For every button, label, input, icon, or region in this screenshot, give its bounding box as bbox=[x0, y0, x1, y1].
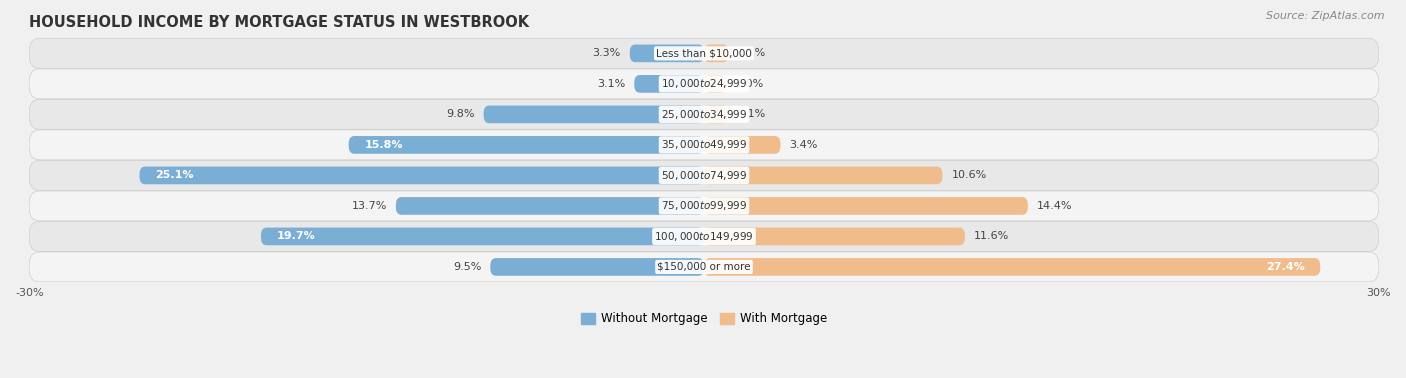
FancyBboxPatch shape bbox=[30, 39, 1379, 68]
FancyBboxPatch shape bbox=[704, 75, 727, 93]
FancyBboxPatch shape bbox=[349, 136, 704, 154]
FancyBboxPatch shape bbox=[704, 197, 1028, 215]
FancyBboxPatch shape bbox=[704, 105, 728, 123]
FancyBboxPatch shape bbox=[30, 99, 1379, 129]
FancyBboxPatch shape bbox=[30, 191, 1379, 221]
FancyBboxPatch shape bbox=[30, 252, 1379, 282]
Text: 3.3%: 3.3% bbox=[592, 48, 621, 58]
FancyBboxPatch shape bbox=[30, 160, 1379, 191]
Text: $10,000 to $24,999: $10,000 to $24,999 bbox=[661, 77, 747, 90]
Text: 1.1%: 1.1% bbox=[738, 109, 766, 119]
Text: $75,000 to $99,999: $75,000 to $99,999 bbox=[661, 200, 747, 212]
FancyBboxPatch shape bbox=[396, 197, 704, 215]
Text: 19.7%: 19.7% bbox=[277, 231, 315, 242]
Text: 25.1%: 25.1% bbox=[155, 170, 194, 180]
Text: 3.4%: 3.4% bbox=[789, 140, 818, 150]
Text: $150,000 or more: $150,000 or more bbox=[657, 262, 751, 272]
Text: $100,000 to $149,999: $100,000 to $149,999 bbox=[654, 230, 754, 243]
Legend: Without Mortgage, With Mortgage: Without Mortgage, With Mortgage bbox=[576, 308, 831, 330]
Text: HOUSEHOLD INCOME BY MORTGAGE STATUS IN WESTBROOK: HOUSEHOLD INCOME BY MORTGAGE STATUS IN W… bbox=[30, 15, 530, 30]
Text: $35,000 to $49,999: $35,000 to $49,999 bbox=[661, 138, 747, 152]
Text: Less than $10,000: Less than $10,000 bbox=[657, 48, 752, 58]
Text: 1.0%: 1.0% bbox=[735, 79, 763, 89]
Text: 9.5%: 9.5% bbox=[453, 262, 481, 272]
Text: $50,000 to $74,999: $50,000 to $74,999 bbox=[661, 169, 747, 182]
FancyBboxPatch shape bbox=[704, 258, 1320, 276]
Text: Source: ZipAtlas.com: Source: ZipAtlas.com bbox=[1267, 11, 1385, 21]
FancyBboxPatch shape bbox=[30, 69, 1379, 99]
FancyBboxPatch shape bbox=[704, 167, 942, 184]
FancyBboxPatch shape bbox=[30, 130, 1379, 160]
Text: 11.6%: 11.6% bbox=[974, 231, 1010, 242]
FancyBboxPatch shape bbox=[491, 258, 704, 276]
FancyBboxPatch shape bbox=[704, 228, 965, 245]
Text: 27.4%: 27.4% bbox=[1265, 262, 1305, 272]
FancyBboxPatch shape bbox=[139, 167, 704, 184]
Text: 9.8%: 9.8% bbox=[446, 109, 475, 119]
FancyBboxPatch shape bbox=[704, 45, 728, 62]
Text: 1.1%: 1.1% bbox=[738, 48, 766, 58]
Text: 13.7%: 13.7% bbox=[352, 201, 387, 211]
FancyBboxPatch shape bbox=[30, 222, 1379, 251]
Text: 10.6%: 10.6% bbox=[952, 170, 987, 180]
FancyBboxPatch shape bbox=[630, 45, 704, 62]
Text: 15.8%: 15.8% bbox=[364, 140, 404, 150]
Text: $25,000 to $34,999: $25,000 to $34,999 bbox=[661, 108, 747, 121]
FancyBboxPatch shape bbox=[704, 136, 780, 154]
FancyBboxPatch shape bbox=[262, 228, 704, 245]
Text: 14.4%: 14.4% bbox=[1036, 201, 1073, 211]
FancyBboxPatch shape bbox=[634, 75, 704, 93]
FancyBboxPatch shape bbox=[484, 105, 704, 123]
Text: 3.1%: 3.1% bbox=[598, 79, 626, 89]
